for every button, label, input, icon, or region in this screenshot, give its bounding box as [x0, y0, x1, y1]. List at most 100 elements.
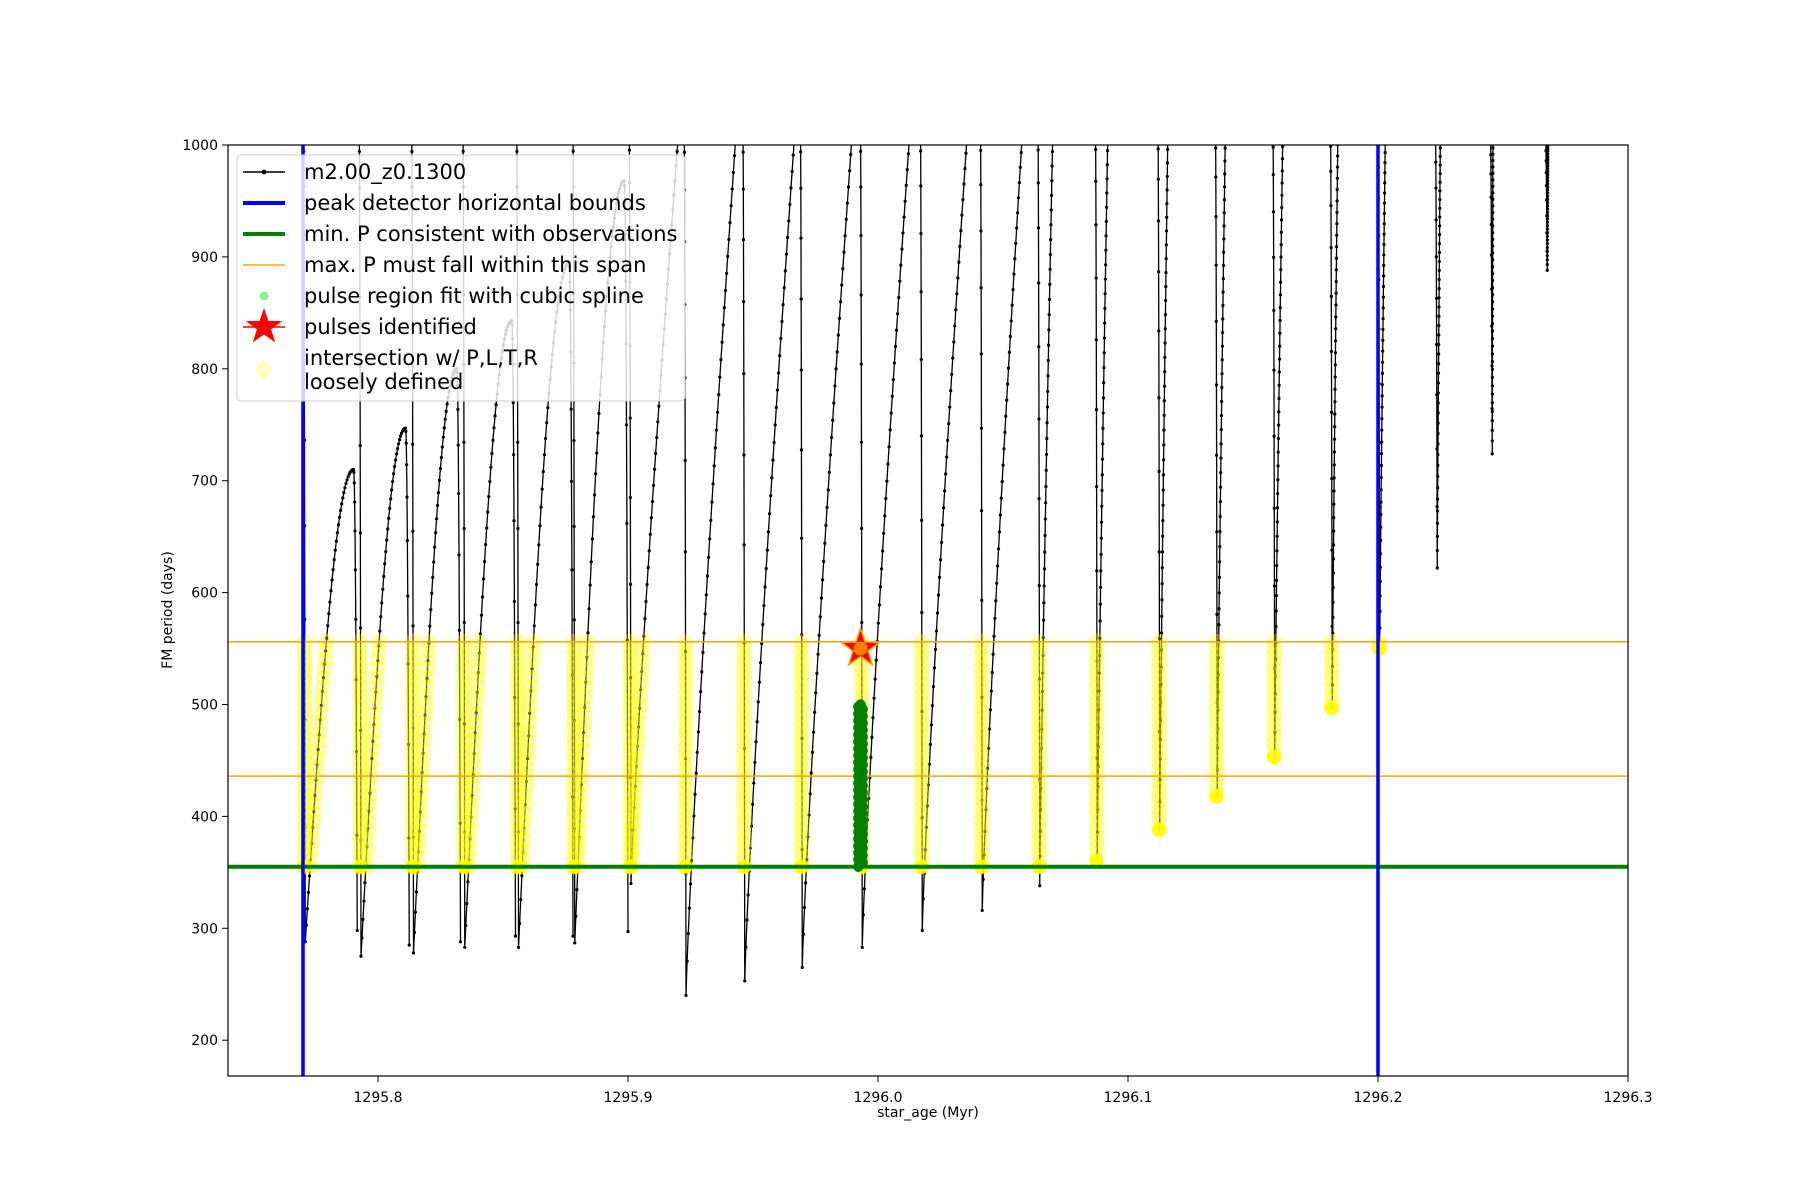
track-point [841, 266, 845, 271]
intersection-point [1266, 654, 1282, 671]
track-point [1037, 677, 1042, 681]
track-cycle-22-points [1489, 146, 1495, 456]
intersection-endpoint [1089, 854, 1104, 869]
intersection-point [793, 825, 810, 842]
intersection-point [793, 653, 810, 670]
intersection-point [622, 825, 639, 842]
track-point [371, 739, 375, 744]
intersection-point [573, 777, 590, 794]
legend-item-2: peak detector horizontal bounds [243, 191, 646, 215]
track-point [589, 560, 593, 564]
track-point [585, 655, 589, 659]
track-point [1383, 171, 1387, 175]
intersection-point [736, 686, 752, 703]
intersection-point [509, 660, 526, 677]
intersection-point [677, 713, 694, 730]
track-point [906, 152, 910, 156]
track-point [468, 836, 472, 841]
track-point [335, 531, 340, 535]
track-point [1046, 389, 1050, 394]
intersection-point [566, 699, 582, 716]
track-point [1099, 536, 1103, 540]
intersection-point [566, 805, 582, 822]
track-point [434, 531, 438, 535]
track-point [1216, 690, 1220, 694]
intersection-point [1151, 774, 1167, 791]
track-point [810, 750, 815, 754]
intersection-point [736, 825, 752, 842]
track-point [442, 426, 446, 430]
track-point [353, 568, 357, 572]
track-point [1095, 569, 1099, 573]
intersection-point [622, 660, 639, 677]
track-point [1546, 152, 1550, 156]
track-point [1546, 185, 1550, 189]
track-point [1491, 184, 1495, 188]
intersection-point [973, 693, 990, 710]
intersection-point [793, 759, 810, 776]
intersection-point [577, 669, 594, 686]
track-point [393, 464, 397, 469]
intersection-point [677, 785, 694, 802]
intersection-point [456, 699, 472, 716]
intersection-point [521, 705, 538, 722]
track-point [868, 776, 872, 780]
intersection-point [736, 680, 752, 697]
track-point [456, 443, 460, 447]
intersection-point [404, 845, 421, 862]
track-point [314, 778, 318, 782]
track-point [655, 435, 659, 440]
track-point [1334, 303, 1338, 307]
track-point [1036, 148, 1040, 152]
track-point [1094, 276, 1098, 280]
intersection-point [1031, 812, 1047, 829]
track-point [749, 824, 754, 828]
track-point [1490, 352, 1495, 356]
intersection-point [359, 822, 376, 839]
track-point [987, 727, 992, 731]
intersection-point [509, 792, 526, 809]
intersection-point [913, 792, 930, 809]
track-point [657, 404, 661, 408]
track-point [1156, 177, 1160, 181]
intersection-point [566, 746, 582, 763]
intersection-point [913, 779, 930, 796]
intersection-point [631, 705, 648, 722]
intersection-point [913, 733, 930, 750]
track-point [583, 705, 587, 709]
intersection-point [1031, 666, 1047, 683]
track-point [1046, 374, 1050, 378]
track-point [980, 509, 984, 513]
intersection-point [1031, 673, 1047, 690]
track-point [511, 401, 515, 405]
intersection-point [404, 699, 421, 716]
intersection-point [1031, 746, 1047, 763]
track-point [328, 600, 332, 604]
track-point [717, 393, 721, 397]
track-point [1436, 452, 1440, 457]
track-point [1038, 854, 1042, 858]
track-point [959, 229, 963, 233]
intersection-point [509, 812, 526, 829]
track-point [688, 882, 693, 886]
track-point [758, 661, 763, 665]
track-point [684, 757, 688, 761]
intersection-point [634, 651, 651, 668]
identified-pulses [839, 626, 882, 667]
track-point [1100, 473, 1104, 477]
track-point [1490, 384, 1494, 388]
intersection-point [509, 726, 526, 743]
intersection-point [736, 759, 752, 776]
intersection-point [973, 812, 990, 829]
track-point [1545, 231, 1549, 235]
intersection-point [566, 752, 582, 769]
intersection-point [793, 719, 810, 736]
intersection-point [313, 696, 330, 713]
track-point [1278, 293, 1283, 297]
track-point [464, 923, 468, 928]
track-point [577, 835, 581, 839]
track-point [992, 634, 996, 638]
intersection-point [1031, 726, 1047, 743]
track-point [1437, 250, 1442, 255]
track-point [893, 344, 898, 349]
